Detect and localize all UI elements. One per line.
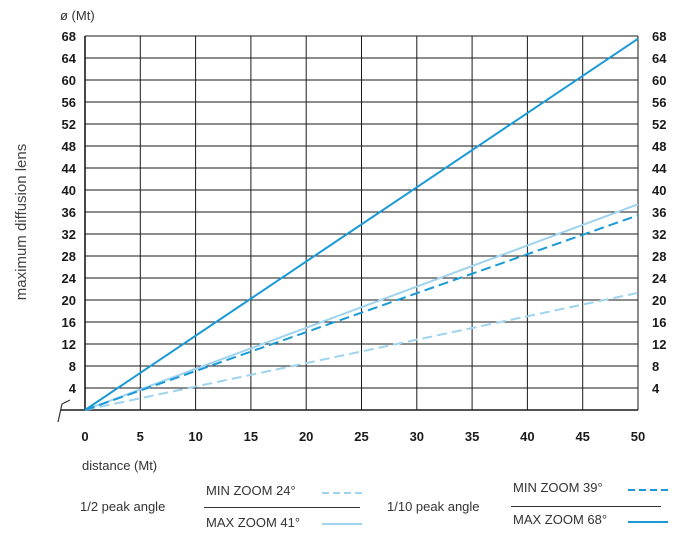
x-tick-label: 15 [244, 429, 258, 444]
legend-separator-half [204, 507, 360, 508]
series-line-1 [84, 203, 639, 411]
series-lines [84, 37, 639, 411]
y-tick-label-left: 36 [62, 205, 76, 220]
y-tick-label-left: 40 [62, 183, 76, 198]
x-tick-label: 50 [631, 429, 645, 444]
legend-swatch-max-zoom-68 [628, 521, 668, 523]
y-tick-label-left: 64 [62, 51, 77, 66]
y-axis-label: maximum diffusion lens [13, 144, 30, 300]
y-tick-label-right: 60 [652, 73, 666, 88]
y-tick-label-left: 56 [62, 95, 76, 110]
y-tick-label-right: 48 [652, 139, 666, 154]
x-tick-label: 10 [188, 429, 202, 444]
legend-entry-min-zoom-39: MIN ZOOM 39° [513, 480, 603, 495]
legend-entry-min-zoom-24: MIN ZOOM 24° [206, 483, 296, 498]
y-tick-label-right: 64 [652, 51, 667, 66]
legend-group-title-half: 1/2 peak angle [80, 499, 166, 514]
series-line-2 [84, 214, 639, 411]
y-tick-label-right: 20 [652, 293, 666, 308]
y-tick-label-left: 12 [62, 337, 76, 352]
y-tick-label-right: 28 [652, 249, 666, 264]
y-tick-label-left: 8 [69, 359, 76, 374]
y-tick-label-right: 32 [652, 227, 666, 242]
y-tick-label-right: 36 [652, 205, 666, 220]
x-axis-label: distance (Mt) [82, 458, 157, 473]
y-tick-label-right: 40 [652, 183, 666, 198]
legend-separator-tenth [511, 506, 661, 507]
y-tick-label-right: 4 [652, 381, 660, 396]
y-tick-label-right: 12 [652, 337, 666, 352]
y-tick-label-right: 68 [652, 29, 666, 44]
legend-entry-max-zoom-41: MAX ZOOM 41° [206, 515, 301, 530]
x-tick-label: 40 [520, 429, 534, 444]
x-tick-label: 45 [575, 429, 589, 444]
y-tick-label-left: 28 [62, 249, 76, 264]
y-tick-label-left: 44 [62, 161, 77, 176]
y-tick-label-left: 48 [62, 139, 76, 154]
y-tick-label-left: 68 [62, 29, 76, 44]
x-tick-label: 0 [81, 429, 88, 444]
x-tick-label: 25 [354, 429, 368, 444]
grid [61, 35, 639, 411]
legend-swatch-min-zoom-39 [628, 489, 668, 491]
y-tick-label-right: 52 [652, 117, 666, 132]
x-tick-label: 5 [137, 429, 144, 444]
legend-swatch-max-zoom-41 [322, 523, 362, 525]
y-tick-label-left: 52 [62, 117, 76, 132]
series-line-0 [84, 291, 639, 411]
series-line-3 [84, 37, 639, 411]
y-tick-label-right: 8 [652, 359, 659, 374]
legend-group-title-tenth: 1/10 peak angle [387, 499, 480, 514]
y-tick-label-left: 60 [62, 73, 76, 88]
legend-entry-max-zoom-68: MAX ZOOM 68° [513, 512, 608, 527]
y-tick-label-right: 24 [652, 271, 667, 286]
y-tick-label-left: 24 [62, 271, 77, 286]
x-tick-label: 20 [299, 429, 313, 444]
y-unit-label: ø (Mt) [60, 8, 95, 23]
y-tick-label-right: 56 [652, 95, 666, 110]
y-tick-label-left: 16 [62, 315, 76, 330]
y-tick-label-right: 16 [652, 315, 666, 330]
axis-break-icon [57, 399, 71, 423]
legend-swatch-min-zoom-24 [322, 492, 362, 494]
x-tick-label: 35 [465, 429, 479, 444]
y-tick-label-left: 32 [62, 227, 76, 242]
x-tick-label: 30 [410, 429, 424, 444]
y-tick-label-right: 44 [652, 161, 667, 176]
y-tick-label-left: 20 [62, 293, 76, 308]
y-tick-label-left: 4 [69, 381, 77, 396]
